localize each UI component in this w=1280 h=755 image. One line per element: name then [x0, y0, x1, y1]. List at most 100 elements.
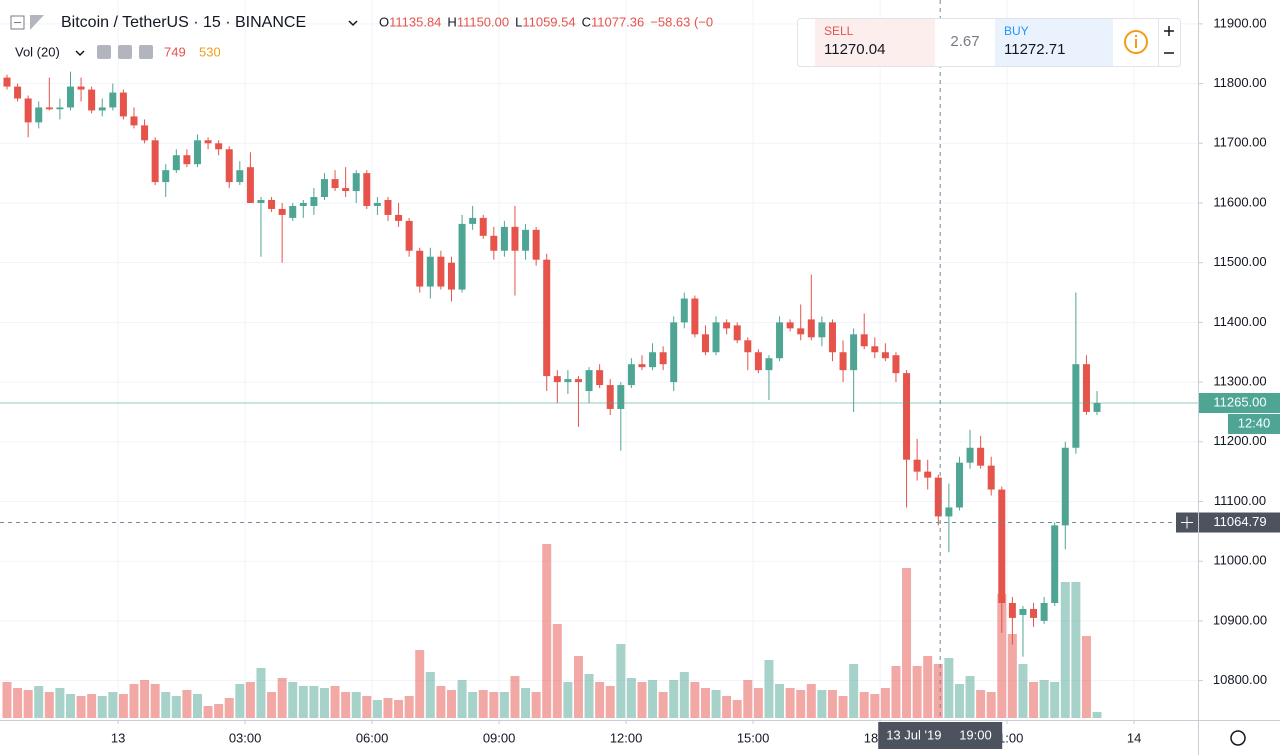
volume-bar	[785, 688, 795, 718]
volume-bar	[55, 688, 65, 718]
candle-body	[564, 379, 572, 383]
candle-body	[585, 370, 593, 392]
candle-body	[331, 179, 339, 189]
volume-bar	[394, 700, 404, 718]
dropdown[interactable]	[75, 50, 85, 57]
candle-body	[712, 322, 720, 353]
candle-body	[1072, 364, 1080, 448]
volume-bar	[319, 688, 329, 718]
volume-bar	[965, 676, 975, 718]
volume-bar	[150, 684, 160, 718]
volume-bar	[753, 688, 763, 718]
candle-body	[35, 107, 43, 123]
candle-body	[289, 205, 297, 218]
volume-bar	[573, 656, 583, 718]
candle-body	[299, 202, 307, 206]
volume-bar	[298, 686, 308, 718]
volume-bar	[457, 680, 467, 718]
volume-bar	[309, 686, 319, 718]
remove-icon[interactable]	[139, 45, 153, 59]
collapse-icon[interactable]	[10, 15, 25, 30]
visibility-icon[interactable]	[97, 45, 111, 59]
volume-bar	[415, 650, 425, 718]
candle-body	[437, 256, 445, 287]
legend-value: 11150.00	[457, 14, 509, 29]
candle-body	[1019, 608, 1027, 615]
candle-body	[500, 226, 508, 251]
candle-body	[807, 319, 815, 338]
countdown-label: 12:40	[1238, 415, 1271, 430]
volume-bar	[87, 694, 97, 718]
volume-bar	[690, 682, 700, 718]
candle-body	[913, 459, 921, 472]
zoom-buttons[interactable]	[1164, 26, 1174, 54]
candle-body	[416, 250, 424, 287]
last-price-label: 11265.00	[1213, 394, 1266, 409]
legend-value: 11077.36	[591, 14, 644, 29]
candle-body	[45, 107, 53, 110]
volume-bar	[404, 696, 414, 718]
candle-body	[955, 462, 963, 508]
volume-bar	[637, 682, 647, 718]
candle-body	[617, 385, 625, 409]
candle-body	[934, 477, 942, 517]
candle-body	[77, 86, 85, 90]
volume-bar	[510, 676, 520, 718]
candle-body	[659, 352, 667, 365]
volume-bar	[648, 680, 658, 718]
candle-body	[733, 325, 741, 341]
candle-body	[1051, 525, 1059, 603]
volume-bar	[584, 674, 594, 718]
volume-bar	[595, 682, 605, 718]
candle-body	[56, 107, 64, 110]
info-icon[interactable]	[1124, 30, 1148, 54]
candle-body	[892, 355, 900, 374]
candle-body	[342, 188, 350, 192]
volume-bar	[891, 666, 901, 718]
volume-bar	[1007, 634, 1017, 718]
volume-bar	[203, 706, 213, 718]
candle-body	[130, 116, 138, 126]
volume-bar	[902, 568, 912, 718]
volume-bar	[245, 682, 255, 718]
candle-body	[246, 167, 254, 203]
candle-body	[3, 77, 11, 87]
candle-body	[945, 507, 953, 517]
volume-bar	[330, 686, 340, 718]
candle-body	[1082, 364, 1090, 412]
symbol-icon	[30, 15, 44, 30]
volume-bar	[182, 690, 192, 718]
sell-button[interactable]	[815, 19, 935, 66]
countdown-badge	[1228, 413, 1280, 434]
info-icon	[1135, 35, 1137, 37]
candle-body	[236, 170, 244, 183]
y-tick-label: 11500.00	[1213, 254, 1266, 269]
volume-bar	[976, 690, 986, 718]
volume-bar	[1071, 582, 1081, 718]
buy-button[interactable]	[995, 19, 1113, 66]
volume-average: 530	[199, 44, 221, 59]
candle-body	[24, 98, 32, 123]
y-tick-label: 11000.00	[1213, 553, 1266, 568]
volume-bar	[1050, 682, 1060, 718]
volume-bar	[2, 682, 12, 718]
dropdown[interactable]	[348, 20, 358, 27]
volume-bar	[658, 692, 668, 718]
volume-bar	[171, 696, 181, 718]
candle-body	[215, 143, 223, 150]
candle-body	[987, 465, 995, 490]
candle-body	[903, 373, 911, 460]
candle-body	[744, 340, 752, 353]
volume-bar	[1081, 636, 1091, 718]
settings-icon[interactable]	[118, 45, 132, 59]
legend-key: H	[447, 14, 456, 29]
settings-gear[interactable]	[1230, 730, 1246, 746]
volume-bar	[1039, 680, 1049, 718]
volume-bar	[870, 694, 880, 718]
spread: 2.67	[950, 33, 979, 50]
price-pane	[3, 71, 1101, 657]
y-tick-label: 10900.00	[1213, 612, 1267, 627]
last-price-badge	[1199, 392, 1280, 413]
volume-bar	[468, 692, 478, 718]
buy-price: 11272.71	[1004, 41, 1065, 58]
